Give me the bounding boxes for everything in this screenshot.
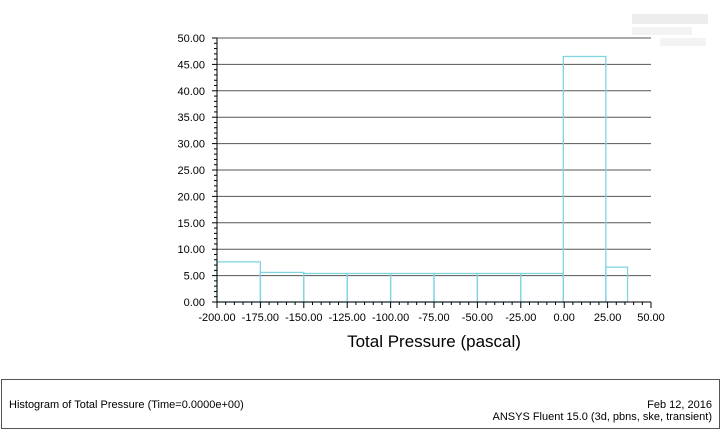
x-tick-label: 0.00 [553,312,574,324]
x-tick-label: -200.00 [198,312,235,324]
x-tick-label: -125.00 [329,312,366,324]
histogram-bar-6 [476,272,522,303]
plot-footer: Histogram of Total Pressure (Time=0.0000… [1,379,720,429]
y-tick-label: 30.00 [177,139,205,151]
x-tick-label: -175.00 [242,312,279,324]
histogram-chart: -200.00 -175.00 -150.00 -125.00 -100.00 -75.0… [177,33,665,351]
footer-product: ANSYS Fluent 15.0 (3d, pbns, ske, transi… [492,411,712,423]
x-axis-label: Total Pressure (pascal) [347,332,521,351]
histogram-bar-9 [605,266,629,303]
y-tick-label: 5.00 [184,271,205,283]
x-tick-label: -25.00 [505,312,536,324]
y-tick-label: 20.00 [177,191,205,203]
histogram-bar-1 [259,271,305,303]
footer-title: Histogram of Total Pressure (Time=0.0000… [9,399,244,411]
histogram-bar-2 [303,272,348,303]
y-tick-label: 50.00 [177,33,205,45]
x-tick-label: -100.00 [372,312,409,324]
histogram-bar-3 [346,272,392,303]
histogram-bar-5 [433,272,479,303]
histogram-bar-0 [216,261,262,303]
x-axis-ticks: -200.00 -175.00 -150.00 -125.00 -100.00 -75.0… [198,302,665,324]
y-axis-ticks: 0.00 5.00 10.00 15.00 20.00 25.00 30.00 35.00 40… [177,33,217,309]
x-tick-label: 25.00 [594,312,622,324]
y-tick-label: 45.00 [177,59,205,71]
x-tick-label: -50.00 [462,312,493,324]
x-tick-label: 50.00 [637,312,665,324]
histogram-bars [216,55,629,303]
grid-lines [217,37,651,277]
x-tick-label: -150.00 [285,312,322,324]
footer-date: Feb 12, 2016 [647,399,712,411]
histogram-bar-4 [389,272,435,303]
y-tick-label: 35.00 [177,112,205,124]
x-tick-label: -75.00 [418,312,449,324]
ansys-logo-watermark [632,14,708,46]
y-tick-label: 40.00 [177,86,205,98]
y-tick-label: 10.00 [177,244,205,256]
y-tick-label: 0.00 [184,297,205,309]
histogram-bar-8 [562,55,607,303]
histogram-bar-7 [520,272,564,303]
y-tick-label: 15.00 [177,218,205,230]
y-tick-label: 25.00 [177,165,205,177]
